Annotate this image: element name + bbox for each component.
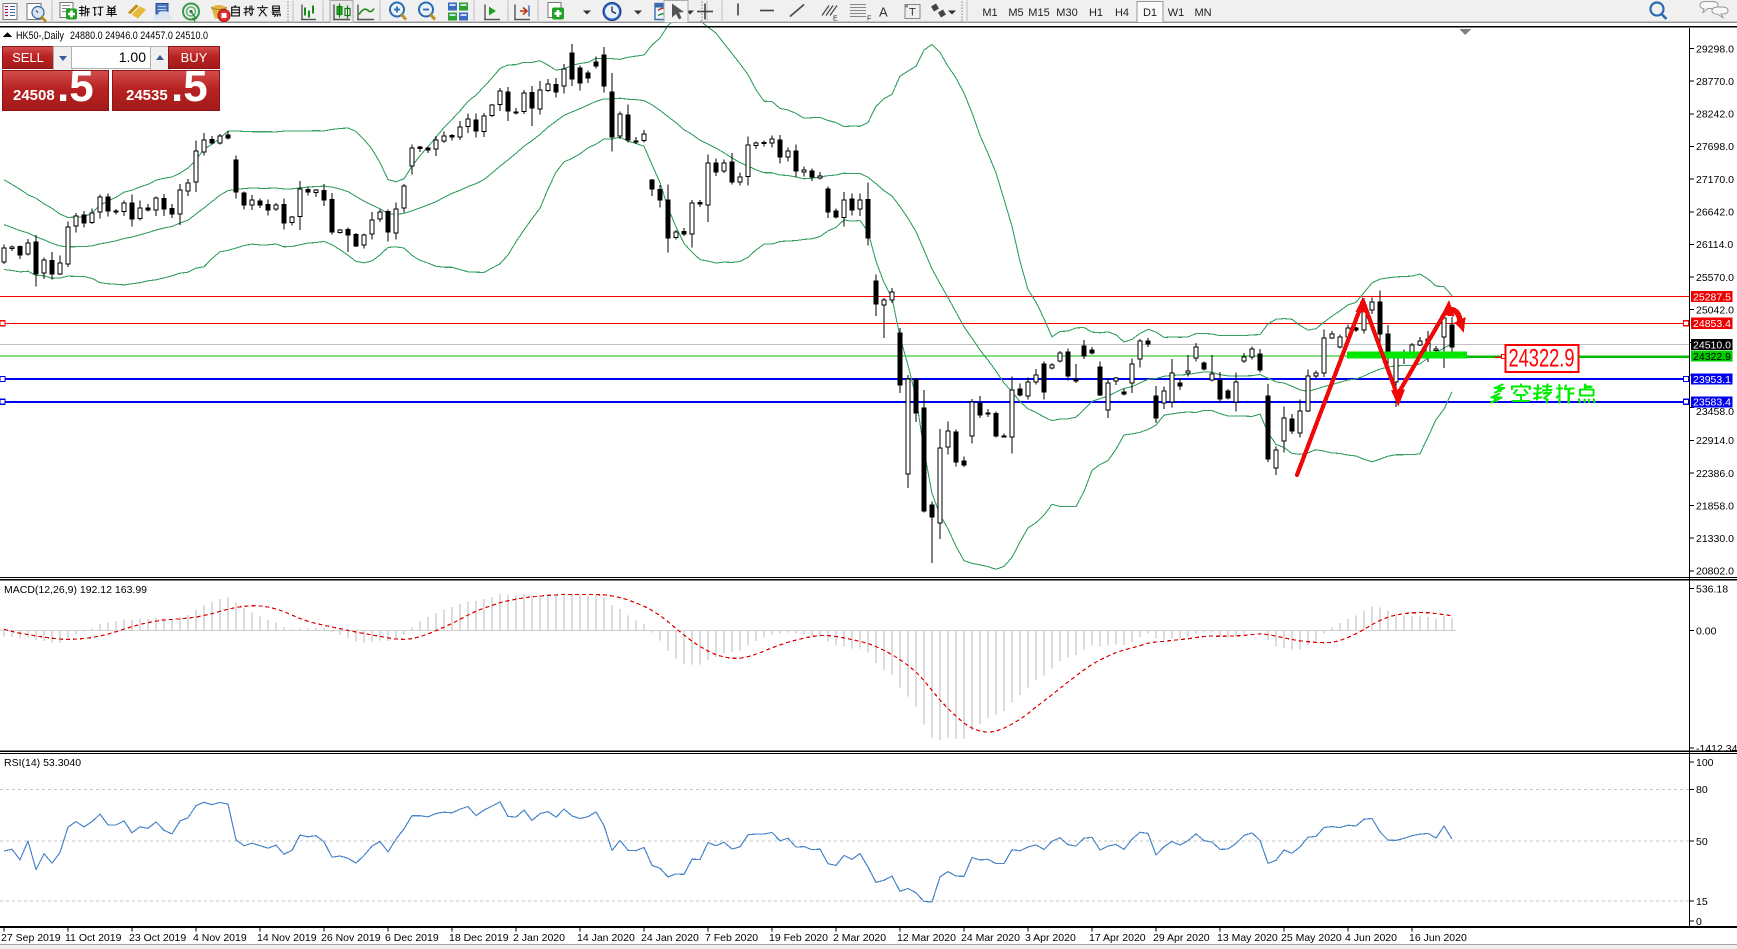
svg-text:4 Nov 2019: 4 Nov 2019	[193, 932, 247, 944]
svg-text:24880.0 24946.0 24457.0 24510.: 24880.0 24946.0 24457.0 24510.0	[70, 30, 208, 42]
svg-text:7 Feb 2020: 7 Feb 2020	[705, 932, 758, 944]
svg-text:T: T	[909, 7, 916, 19]
svg-text:27 Sep 2019: 27 Sep 2019	[1, 932, 61, 944]
svg-text:F: F	[867, 16, 871, 23]
svg-text:MN: MN	[1194, 7, 1211, 19]
svg-text:24 Jan 2020: 24 Jan 2020	[641, 932, 699, 944]
svg-text:23458.0: 23458.0	[1696, 406, 1734, 418]
svg-text:25570.0: 25570.0	[1696, 272, 1734, 284]
svg-text:2 Jan 2020: 2 Jan 2020	[513, 932, 565, 944]
svg-text:29 Apr 2020: 29 Apr 2020	[1153, 932, 1210, 944]
svg-text:80: 80	[1696, 784, 1708, 796]
svg-text:17 Apr 2020: 17 Apr 2020	[1089, 932, 1146, 944]
svg-text:23953.1: 23953.1	[1693, 374, 1731, 386]
svg-text:28242.0: 28242.0	[1696, 109, 1734, 121]
svg-text:18 Dec 2019: 18 Dec 2019	[449, 932, 509, 944]
svg-text:21330.0: 21330.0	[1696, 533, 1734, 545]
svg-text:21858.0: 21858.0	[1696, 500, 1734, 512]
svg-text:H1: H1	[1089, 7, 1103, 19]
svg-text:3 Apr 2020: 3 Apr 2020	[1025, 932, 1076, 944]
svg-text:24510.0: 24510.0	[1693, 339, 1731, 351]
svg-text:13 May 2020: 13 May 2020	[1217, 932, 1278, 944]
svg-text:HK50-,Daily: HK50-,Daily	[16, 30, 65, 42]
svg-text:14 Nov 2019: 14 Nov 2019	[257, 932, 317, 944]
svg-text:11 Oct 2019: 11 Oct 2019	[65, 932, 122, 944]
svg-text:26114.0: 26114.0	[1696, 239, 1733, 251]
svg-text:27698.0: 27698.0	[1696, 141, 1734, 153]
svg-text:20802.0: 20802.0	[1696, 566, 1734, 578]
svg-text:W1: W1	[1168, 7, 1185, 19]
svg-text:0: 0	[1696, 916, 1702, 928]
svg-text:M5: M5	[1008, 7, 1023, 19]
svg-text:536.18: 536.18	[1696, 583, 1728, 595]
svg-text:22914.0: 22914.0	[1696, 435, 1734, 447]
svg-text:RSI(14) 53.3040: RSI(14) 53.3040	[4, 757, 81, 769]
svg-text:A: A	[879, 5, 888, 20]
svg-text:E: E	[833, 16, 838, 23]
svg-text:19 Feb 2020: 19 Feb 2020	[769, 932, 828, 944]
svg-text:16 Jun 2020: 16 Jun 2020	[1409, 932, 1467, 944]
svg-text:100: 100	[1696, 757, 1714, 769]
svg-text:6 Dec 2019: 6 Dec 2019	[385, 932, 439, 944]
svg-text:4 Jun 2020: 4 Jun 2020	[1345, 932, 1397, 944]
svg-text:24 Mar 2020: 24 Mar 2020	[961, 932, 1020, 944]
svg-text:H4: H4	[1115, 7, 1129, 19]
svg-text:23583.4: 23583.4	[1693, 397, 1731, 409]
svg-text:50: 50	[1696, 836, 1708, 848]
svg-text:24853.4: 24853.4	[1693, 318, 1731, 330]
svg-text:22386.0: 22386.0	[1696, 468, 1734, 480]
svg-text:24322.9: 24322.9	[1509, 345, 1575, 373]
svg-text:M30: M30	[1056, 7, 1077, 19]
svg-text:25042.0: 25042.0	[1696, 305, 1734, 317]
svg-text:2 Mar 2020: 2 Mar 2020	[833, 932, 886, 944]
svg-text:23 Oct 2019: 23 Oct 2019	[129, 932, 186, 944]
svg-text:27170.0: 27170.0	[1696, 174, 1734, 186]
svg-text:28770.0: 28770.0	[1696, 76, 1734, 88]
svg-text:24322.9: 24322.9	[1693, 351, 1731, 363]
svg-text:26642.0: 26642.0	[1696, 207, 1734, 219]
svg-text:15: 15	[1696, 896, 1708, 908]
svg-text:M15: M15	[1028, 7, 1049, 19]
svg-text:25 May 2020: 25 May 2020	[1281, 932, 1342, 944]
svg-text:M1: M1	[982, 7, 997, 19]
svg-text:-1412.34: -1412.34	[1696, 743, 1737, 755]
svg-text:0.00: 0.00	[1696, 626, 1717, 638]
svg-text:25287.5: 25287.5	[1693, 291, 1731, 303]
svg-text:14 Jan 2020: 14 Jan 2020	[577, 932, 635, 944]
svg-text:12 Mar 2020: 12 Mar 2020	[897, 932, 956, 944]
svg-text:26 Nov 2019: 26 Nov 2019	[321, 932, 381, 944]
svg-text:MACD(12,26,9) 192.12 163.99: MACD(12,26,9) 192.12 163.99	[4, 584, 147, 596]
svg-text:29298.0: 29298.0	[1696, 43, 1734, 55]
svg-text:D1: D1	[1143, 7, 1157, 19]
